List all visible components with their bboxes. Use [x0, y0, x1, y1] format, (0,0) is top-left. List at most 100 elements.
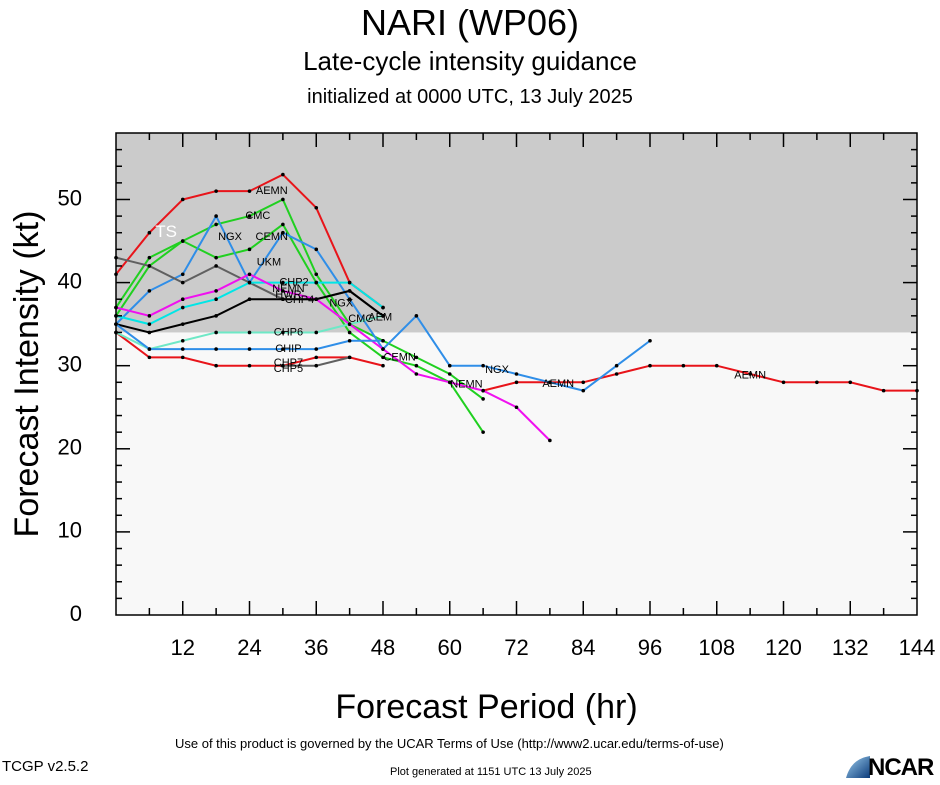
- y-tick-label: 30: [58, 352, 82, 377]
- series-point-chp6: [281, 330, 285, 335]
- series-point-cemn: [180, 239, 185, 243]
- series-label: CHP4: [285, 294, 314, 306]
- series-point-aemn: [180, 197, 185, 202]
- series-point-aemn: [748, 372, 752, 376]
- series-point-cemn: [381, 355, 385, 360]
- series-point-cmc: [147, 255, 152, 260]
- series-label: NEMN: [272, 283, 304, 295]
- x-tick-label: 72: [504, 635, 528, 660]
- series-point-aemn: [614, 372, 619, 376]
- series-point-cmc: [414, 355, 419, 360]
- series-point-ngx: [414, 314, 419, 318]
- series-label: CHP5: [274, 363, 303, 375]
- y-tick-label: 50: [58, 185, 82, 210]
- series-label: CEMN: [383, 351, 415, 363]
- series-point-chp4: [247, 297, 252, 302]
- series-label: NGX: [485, 364, 510, 376]
- series-label: NGX: [329, 297, 354, 309]
- series-point-aemn: [848, 380, 853, 385]
- series-point-aemn: [714, 363, 719, 368]
- series-point-chp5: [314, 355, 319, 360]
- series-label: CHIP: [275, 343, 301, 355]
- series-line-nemn: [115, 273, 551, 442]
- series-point-chp5: [147, 355, 152, 360]
- y-tick-label: 20: [58, 435, 82, 460]
- series-point-hwrf: [214, 297, 218, 302]
- series-label: CHP7: [274, 357, 303, 369]
- x-tick-label: 120: [765, 635, 802, 660]
- series-line-aemn: [482, 364, 917, 392]
- x-axis-label: Forecast Period (hr): [335, 688, 637, 726]
- series-point-nemn: [414, 372, 419, 376]
- series-point-cemn: [281, 222, 285, 227]
- x-tick-label: 108: [698, 635, 735, 660]
- series-point-chip: [180, 347, 185, 351]
- series-point-ngx: [481, 363, 485, 368]
- series-point-hwrf: [381, 305, 385, 310]
- series-point-nemn: [247, 272, 252, 277]
- series-point-hwrf: [147, 322, 152, 326]
- series-point-chp4: [180, 322, 185, 326]
- series-point-cmc: [281, 197, 285, 202]
- series-point-ngx: [347, 297, 352, 302]
- generated-time: Plot generated at 1151 UTC 13 July 2025: [390, 766, 592, 778]
- series-point-nemn: [481, 388, 485, 393]
- series-label: AEMN: [256, 185, 288, 197]
- series-point-aemn: [648, 363, 652, 368]
- series-point-chp6: [314, 330, 319, 335]
- series-point-aemn: [514, 380, 519, 385]
- series-point-chip: [281, 347, 285, 351]
- series-point-chp5: [381, 363, 385, 368]
- x-tick-label: 48: [371, 635, 395, 660]
- series-point-ukm: [214, 264, 218, 268]
- y-tick-label: 40: [58, 268, 82, 293]
- series-point-aemn: [314, 205, 319, 210]
- series-point-ngx: [581, 388, 586, 393]
- ncar-logo: NCAR: [842, 752, 940, 781]
- series-point-hwrf: [247, 280, 252, 285]
- series-point-nemn: [214, 289, 218, 293]
- version-label: TCGP v2.5.2: [2, 758, 89, 775]
- series-point-aemn: [681, 363, 686, 368]
- series-point-chip: [247, 347, 252, 351]
- series-point-aemn: [881, 388, 886, 393]
- series-point-ngx: [447, 363, 452, 368]
- series-point-hwrf: [281, 280, 285, 285]
- series-point-chp6: [381, 314, 385, 318]
- series-point-cemn: [347, 330, 352, 335]
- series-point-cmc: [214, 222, 218, 227]
- series-point-ngx: [314, 247, 319, 252]
- logo-text: NCAR: [868, 754, 934, 781]
- series-point-aemn: [581, 380, 586, 385]
- series-point-nemn: [281, 289, 285, 293]
- series-label: CEMN: [256, 231, 288, 243]
- y-tick-label: 10: [58, 518, 82, 543]
- ncar-logo-mark-icon: [846, 756, 870, 778]
- series-point-chp7: [347, 355, 352, 360]
- chart-title: NARI (WP06): [360, 2, 580, 43]
- series-point-chp4: [214, 314, 218, 318]
- series-point-chp5: [180, 355, 185, 360]
- series-point-chp4: [347, 289, 352, 293]
- series-point-chp6: [180, 338, 185, 343]
- series-point-chp5: [214, 363, 218, 368]
- series-point-hwrf: [180, 305, 185, 310]
- series-label: HWR: [275, 289, 301, 301]
- series-point-aemn: [781, 380, 786, 385]
- terms-of-use: Use of this product is governed by the U…: [175, 736, 724, 751]
- x-tick-label: 24: [237, 635, 261, 660]
- series-point-cmc: [447, 372, 452, 376]
- series-point-chip: [314, 347, 319, 351]
- series-point-chip: [214, 347, 218, 351]
- series-point-chp6: [214, 330, 218, 335]
- series-point-ngx: [147, 289, 152, 293]
- series-point-nemn: [180, 297, 185, 302]
- series-line-cmc: [115, 198, 484, 400]
- series-point-ngx: [548, 380, 552, 385]
- series-point-chp6: [247, 330, 252, 335]
- x-tick-label: 96: [638, 635, 662, 660]
- series-point-chip: [147, 347, 152, 351]
- init-time: initialized at 0000 UTC, 13 July 2025: [307, 86, 633, 108]
- series-point-cemn: [414, 363, 419, 368]
- series-point-chp4: [147, 330, 152, 335]
